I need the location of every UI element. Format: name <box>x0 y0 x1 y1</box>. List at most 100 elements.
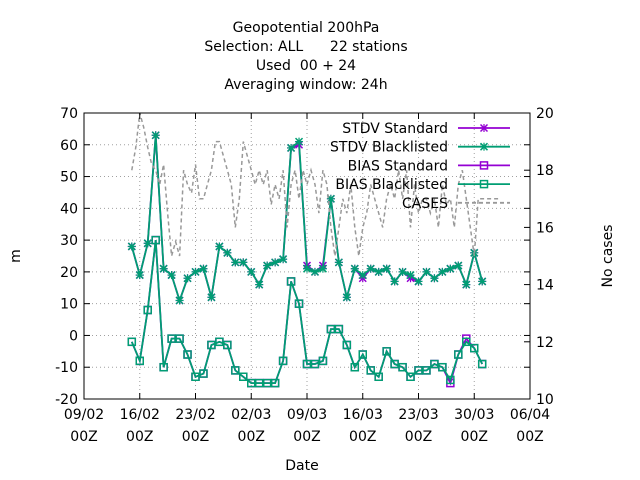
point-stdv-blacklisted <box>183 274 192 283</box>
point-bias-blacklisted <box>350 362 360 372</box>
point-bias-blacklisted <box>390 359 399 369</box>
chart-title: Geopotential 200hPa Selection: ALL 22 st… <box>204 20 407 93</box>
series-layer <box>127 112 499 388</box>
point-bias-blacklisted <box>422 366 431 375</box>
point-bias-blacklisted <box>462 337 471 347</box>
x-tick-label-date: 09/03 <box>287 407 327 423</box>
point-stdv-blacklisted <box>295 137 304 146</box>
legend-label-stdv-standard: STDV Standard <box>342 121 448 137</box>
x-tick-label-hour: 00Z <box>70 429 97 445</box>
y-tick-label: -10 <box>55 360 78 376</box>
legend-label-bias-blacklisted: BIAS Blacklisted <box>335 177 448 193</box>
y-tick-label: 70 <box>60 106 78 122</box>
point-stdv-blacklisted <box>207 293 216 302</box>
point-bias-blacklisted <box>310 359 320 369</box>
point-stdv-blacklisted <box>350 264 359 273</box>
point-bias-blacklisted <box>143 305 152 315</box>
point-stdv-blacklisted <box>406 271 415 280</box>
title-line-4: Averaging window: 24h <box>224 77 387 93</box>
y-tick-label: 40 <box>60 201 78 217</box>
x-tick-label-date: 23/03 <box>398 407 438 423</box>
point-bias-blacklisted <box>358 350 367 359</box>
title-line-1: Geopotential 200hPa <box>233 20 380 36</box>
y2-tick-label: 10 <box>536 392 554 408</box>
point-stdv-blacklisted <box>255 280 264 289</box>
point-bias-blacklisted <box>366 366 375 375</box>
legend-marker-stdv-blacklisted <box>479 142 489 151</box>
point-stdv-blacklisted <box>438 267 447 276</box>
axes <box>83 112 531 400</box>
point-bias-blacklisted <box>215 337 224 347</box>
x-tick-label-date: 06/04 <box>510 407 550 423</box>
x-tick-label-hour: 00Z <box>516 429 543 445</box>
x-tick-label-date: 02/03 <box>231 407 271 423</box>
point-bias-blacklisted <box>430 359 439 369</box>
x-axis-title: Date <box>285 458 318 474</box>
y-tick-label: 10 <box>60 297 78 313</box>
point-stdv-blacklisted <box>127 242 136 251</box>
point-bias-standard <box>127 337 137 347</box>
point-bias-blacklisted <box>262 378 272 388</box>
point-stdv-blacklisted <box>247 267 256 276</box>
point-bias-blacklisted <box>159 362 168 372</box>
point-bias-blacklisted <box>477 359 487 369</box>
point-stdv-blacklisted <box>215 242 224 251</box>
x-tick-label-hour: 00Z <box>293 429 320 445</box>
point-stdv-blacklisted <box>143 239 152 248</box>
point-bias-blacklisted <box>183 350 192 359</box>
series-line-cases <box>131 112 499 257</box>
legend-marker-bias-standard <box>479 161 489 170</box>
point-stdv-blacklisted <box>414 277 423 286</box>
legend-marker-stdv-standard <box>479 123 489 133</box>
point-bias-blacklisted <box>294 299 304 308</box>
point-stdv-blacklisted <box>478 277 487 286</box>
y-tick-label: -20 <box>55 392 78 408</box>
point-stdv-blacklisted <box>462 280 471 289</box>
point-bias-blacklisted <box>254 378 264 388</box>
point-stdv-blacklisted <box>390 277 399 286</box>
point-stdv-blacklisted <box>342 293 351 302</box>
title-line-2: Selection: ALL 22 stations <box>204 39 407 55</box>
point-stdv-blacklisted <box>279 255 288 264</box>
point-bias-blacklisted <box>191 372 200 382</box>
point-bias-blacklisted <box>342 340 352 350</box>
y2-tick-label: 16 <box>536 220 554 236</box>
point-stdv-blacklisted <box>159 264 168 273</box>
y-tick-label: 50 <box>60 170 78 186</box>
x-tick-label-date: 16/02 <box>120 407 160 423</box>
legend-label-cases: CASES <box>402 196 448 212</box>
point-stdv-blacklisted <box>263 261 272 270</box>
y2-tick-label: 14 <box>536 278 554 294</box>
point-bias-blacklisted <box>454 350 463 359</box>
legend[interactable]: STDV Standard STDV Blacklisted BIAS Standa… <box>330 121 510 212</box>
point-stdv-blacklisted <box>422 267 431 276</box>
point-bias-blacklisted <box>382 347 391 356</box>
point-stdv-blacklisted <box>231 258 240 267</box>
x-tick-label-hour: 00Z <box>126 429 153 445</box>
point-stdv-blacklisted <box>382 264 391 273</box>
point-bias-blacklisted <box>135 356 144 366</box>
y-tick-label: 30 <box>60 233 78 249</box>
point-stdv-blacklisted <box>287 143 296 152</box>
point-bias-blacklisted <box>247 378 256 388</box>
point-bias-blacklisted <box>334 324 344 334</box>
series-line-bias-blacklisted <box>130 239 484 384</box>
point-bias-blacklisted <box>231 366 240 375</box>
point-stdv-blacklisted <box>334 258 343 267</box>
point-bias-blacklisted <box>270 378 280 388</box>
point-stdv-blacklisted <box>239 258 248 267</box>
x-tick-label-date: 30/03 <box>454 407 494 423</box>
point-bias-blacklisted <box>151 235 160 245</box>
point-bias-blacklisted <box>199 369 208 378</box>
y2-axis-title: No cases <box>600 225 616 288</box>
tick-labels: -20 -10 0 10 20 30 40 50 60 70 10 12 14 16 18 20 09/02 00… <box>55 106 554 445</box>
point-stdv-blacklisted <box>374 267 383 276</box>
point-bias-blacklisted <box>302 359 312 369</box>
x-tick-label-hour: 00Z <box>349 429 376 445</box>
y-tick-label: 0 <box>69 328 78 344</box>
point-stdv-blacklisted <box>175 296 184 305</box>
x-tick-label-hour: 00Z <box>405 429 432 445</box>
y2-tick-label: 20 <box>536 106 554 122</box>
point-stdv-blacklisted <box>430 274 439 283</box>
